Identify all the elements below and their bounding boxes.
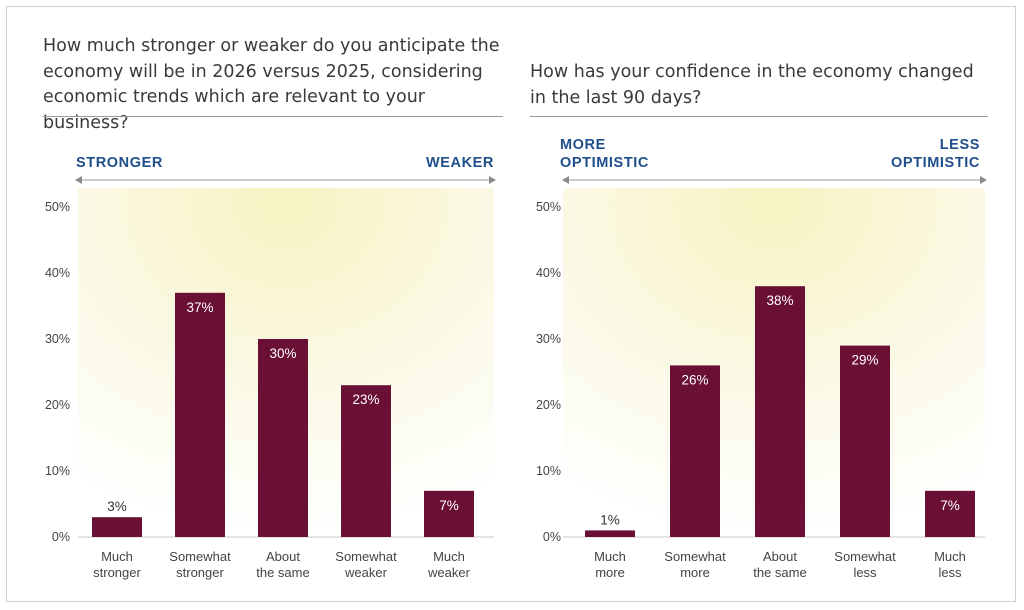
left-bar <box>341 385 391 537</box>
left-bar-data-label: 30% <box>269 346 296 361</box>
left-arrowhead-right-icon <box>489 176 496 184</box>
right-bar <box>755 286 805 537</box>
left-bar-chart: 0% 10% 20% 30% 40% 50% 3% Much stronger 37% Somewh… <box>45 176 496 580</box>
right-bar-chart: 0% 10% 20% 30% 40% 50% 1% Much more 26% Somewhat mo… <box>536 176 987 580</box>
right-y-tick-label: 50% <box>536 200 561 214</box>
right-category-label: Much less <box>934 549 966 580</box>
right-y-tick-label: 0% <box>543 530 561 544</box>
left-y-tick-label: 10% <box>45 464 70 478</box>
left-category-label: Much weaker <box>427 549 471 580</box>
left-bar <box>424 490 474 537</box>
left-y-tick-label: 30% <box>45 332 70 346</box>
left-chart-panel: How much stronger or weaker do you antic… <box>7 7 512 603</box>
right-y-tick-label: 10% <box>536 464 561 478</box>
right-bar-data-label: 29% <box>851 353 878 368</box>
right-direction-label-more-optimistic: MORE OPTIMISTIC <box>560 137 649 171</box>
right-y-tick-label: 30% <box>536 332 561 346</box>
right-chart-title: How has your confidence in the economy c… <box>530 62 974 108</box>
left-chart-title: How much stronger or weaker do you antic… <box>43 36 500 133</box>
right-category-label: Somewhat more <box>664 549 726 580</box>
right-arrowhead-right-icon <box>980 176 987 184</box>
right-bar-data-label: 26% <box>681 372 708 387</box>
right-bar <box>585 530 635 537</box>
left-y-tick-label: 50% <box>45 200 70 214</box>
left-y-tick-label: 20% <box>45 398 70 412</box>
left-category-label: Somewhat weaker <box>335 549 397 580</box>
figure-frame: How much stronger or weaker do you antic… <box>6 6 1016 602</box>
right-direction-label-less-optimistic: LESS OPTIMISTIC <box>891 137 980 171</box>
right-bar-data-label: 38% <box>766 293 793 308</box>
left-direction-label-stronger: STRONGER <box>76 155 163 171</box>
left-arrowhead-left-icon <box>75 176 82 184</box>
right-bar-data-label: 1% <box>600 512 620 527</box>
right-bar <box>670 365 720 537</box>
left-bar <box>175 292 225 537</box>
right-y-tick-label: 40% <box>536 266 561 280</box>
right-category-label: About the same <box>753 549 806 580</box>
left-bar <box>258 339 308 537</box>
left-bar-data-label: 23% <box>352 392 379 407</box>
left-bar-data-label: 37% <box>186 300 213 315</box>
left-bar-data-label: 3% <box>107 499 127 514</box>
left-category-label: About the same <box>256 549 309 580</box>
right-category-label: Much more <box>594 549 626 580</box>
right-title-rule <box>530 116 988 117</box>
right-arrowhead-left-icon <box>562 176 569 184</box>
right-bar <box>925 490 975 537</box>
left-bar-data-label: 7% <box>439 498 459 513</box>
left-title-rule <box>43 116 503 117</box>
left-category-label: Somewhat stronger <box>169 549 231 580</box>
left-direction-label-weaker: WEAKER <box>425 155 494 171</box>
left-category-label: Much stronger <box>93 549 141 580</box>
right-y-tick-label: 20% <box>536 398 561 412</box>
left-y-tick-label: 40% <box>45 266 70 280</box>
right-bar <box>840 345 890 537</box>
left-y-tick-label: 0% <box>52 530 70 544</box>
left-bar <box>92 517 142 537</box>
right-chart-panel: How has your confidence in the economy c… <box>512 7 1017 603</box>
right-bar-data-label: 7% <box>940 498 960 513</box>
right-category-label: Somewhat less <box>834 549 896 580</box>
